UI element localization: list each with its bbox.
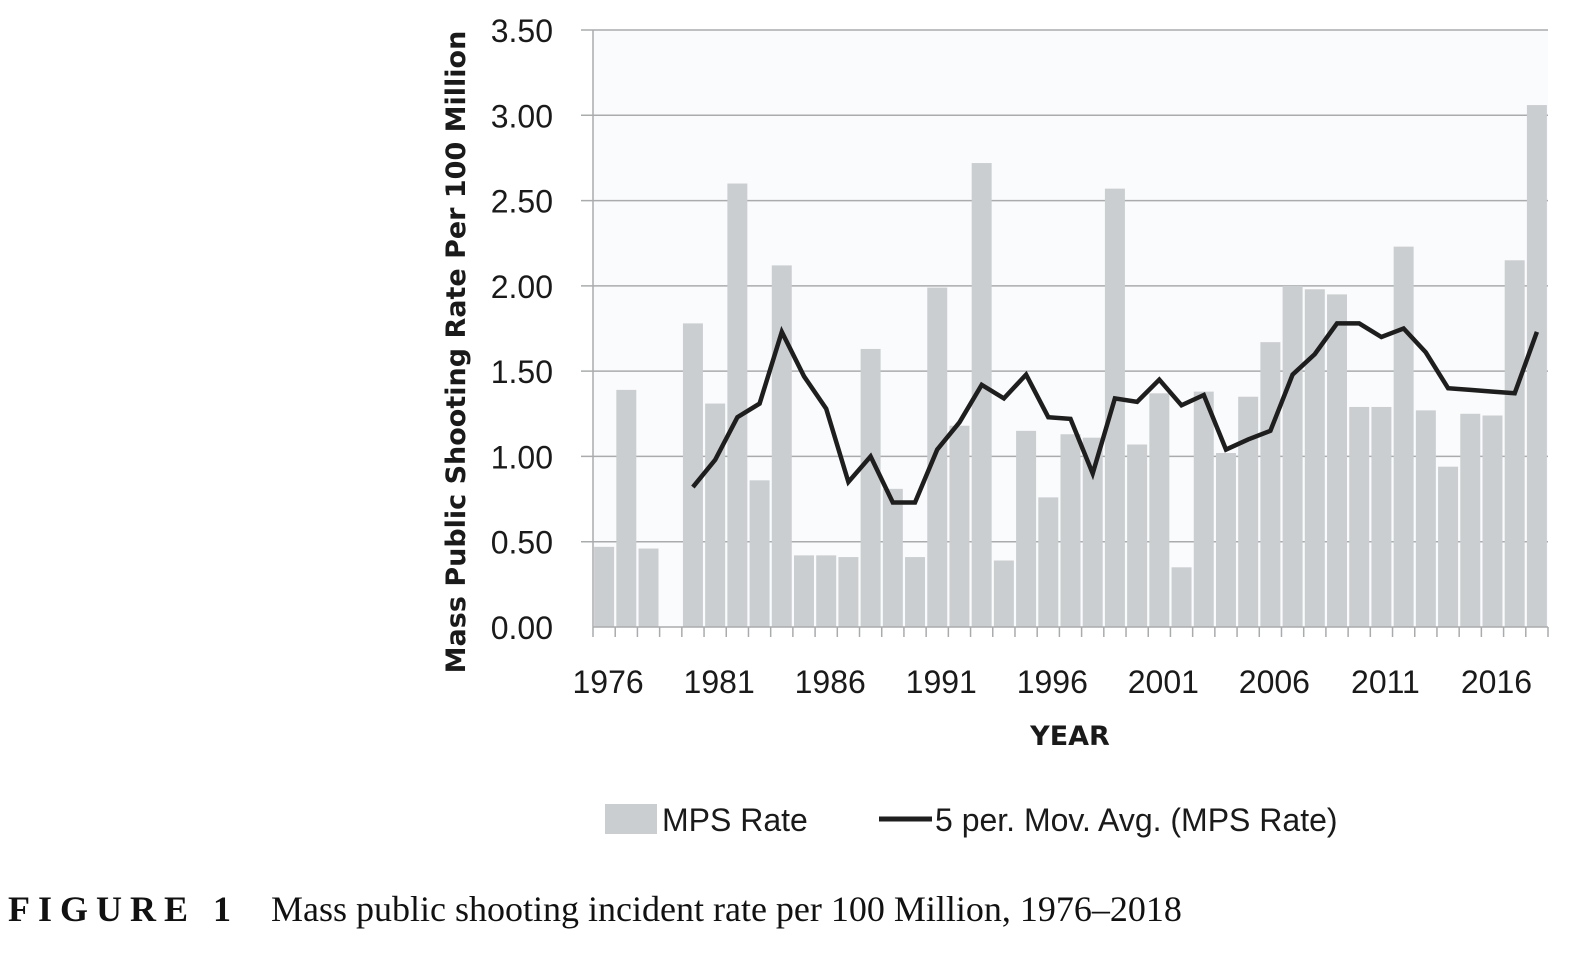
bar-1991 — [927, 287, 948, 627]
bar-1989 — [882, 488, 903, 627]
bar-1980 — [682, 323, 703, 627]
bar-2005 — [1238, 396, 1259, 627]
y-tick-label: 2.00 — [491, 269, 553, 305]
x-tick-label: 2011 — [1351, 664, 1420, 700]
x-tick-label: 1981 — [684, 664, 755, 700]
y-tick-label: 1.00 — [491, 439, 553, 475]
bar-1990 — [905, 557, 926, 627]
bar-1999 — [1104, 188, 1125, 628]
bar-2000 — [1127, 444, 1148, 627]
x-tick-label: 1991 — [906, 664, 977, 700]
bar-1996 — [1038, 497, 1059, 627]
y-tick-label: 2.50 — [491, 184, 553, 220]
bar-1985 — [793, 555, 814, 627]
bar-1995 — [1016, 430, 1037, 627]
y-tick-label: 3.50 — [491, 13, 553, 49]
bar-1988 — [860, 348, 881, 627]
bar-2006 — [1260, 342, 1281, 627]
bar-1981 — [705, 403, 726, 627]
chart: 0.00 0.50 1.00 1.50 2.00 2.50 3.00 3.50 1976 198… — [441, 13, 1549, 838]
x-axis — [592, 30, 1549, 637]
bar-1976 — [594, 546, 615, 627]
bar-2016 — [1482, 415, 1503, 627]
legend-label-bar: MPS Rate — [662, 802, 808, 838]
bar-1992 — [949, 425, 970, 627]
legend-label-line: 5 per. Mov. Avg. (MPS Rate) — [935, 802, 1338, 838]
bar-1987 — [838, 557, 859, 627]
bar-2009 — [1327, 294, 1348, 627]
moving-average-line — [691, 321, 1540, 505]
bar-2017 — [1504, 260, 1525, 627]
x-tick-label: 2016 — [1461, 664, 1532, 700]
bar-1977 — [616, 389, 637, 627]
bar-1986 — [816, 555, 837, 627]
x-tick-label: 1996 — [1017, 664, 1088, 700]
legend: MPS Rate 5 per. Mov. Avg. (MPS Rate) — [605, 802, 1338, 838]
bar-1994 — [993, 560, 1014, 627]
y-tick-label: 0.50 — [491, 525, 553, 561]
bar-1984 — [771, 265, 792, 627]
y-tick-label: 0.00 — [491, 610, 553, 646]
bar-2018 — [1526, 105, 1547, 627]
figure-caption-text: Mass public shooting incident rate per 1… — [271, 889, 1182, 929]
legend-swatch-bar — [605, 804, 657, 834]
bar-1978 — [638, 548, 659, 627]
x-tick-label: 1976 — [573, 664, 644, 700]
bar-2015 — [1460, 413, 1481, 627]
y-tick-label: 3.00 — [491, 98, 553, 134]
bar-2001 — [1149, 393, 1170, 627]
bar-2011 — [1371, 406, 1392, 627]
bar-2014 — [1438, 466, 1459, 627]
bar-2008 — [1304, 289, 1325, 627]
bar-1982 — [727, 183, 748, 627]
bars — [594, 105, 1547, 628]
bar-1993 — [971, 163, 992, 627]
x-tick-label: 2001 — [1128, 664, 1199, 700]
x-axis-title: YEAR — [1029, 721, 1110, 752]
bar-2004 — [1215, 453, 1236, 627]
figure-caption: FIGURE 1 Mass public shooting incident ra… — [8, 888, 1182, 930]
y-tick-label: 1.50 — [491, 354, 553, 390]
bar-2010 — [1349, 406, 1370, 627]
x-tick-label: 2006 — [1239, 664, 1310, 700]
x-tick-label: 1986 — [795, 664, 866, 700]
figure-label: FIGURE 1 — [8, 889, 240, 929]
y-axis-title: Mass Public Shooting Rate Per 100 Millio… — [441, 31, 472, 674]
x-axis-ticks: 1976 1981 1986 1991 1996 2001 2006 2011 2016 — [573, 664, 1533, 700]
bar-2007 — [1282, 285, 1303, 627]
bar-2013 — [1415, 410, 1436, 627]
bar-2003 — [1193, 391, 1214, 627]
y-axis-ticks: 0.00 0.50 1.00 1.50 2.00 2.50 3.00 3.50 — [491, 13, 553, 646]
bar-2002 — [1171, 567, 1192, 627]
bar-1983 — [749, 480, 770, 627]
bar-1997 — [1060, 434, 1081, 627]
bar-2012 — [1393, 246, 1414, 627]
bar-1998 — [1082, 437, 1103, 627]
